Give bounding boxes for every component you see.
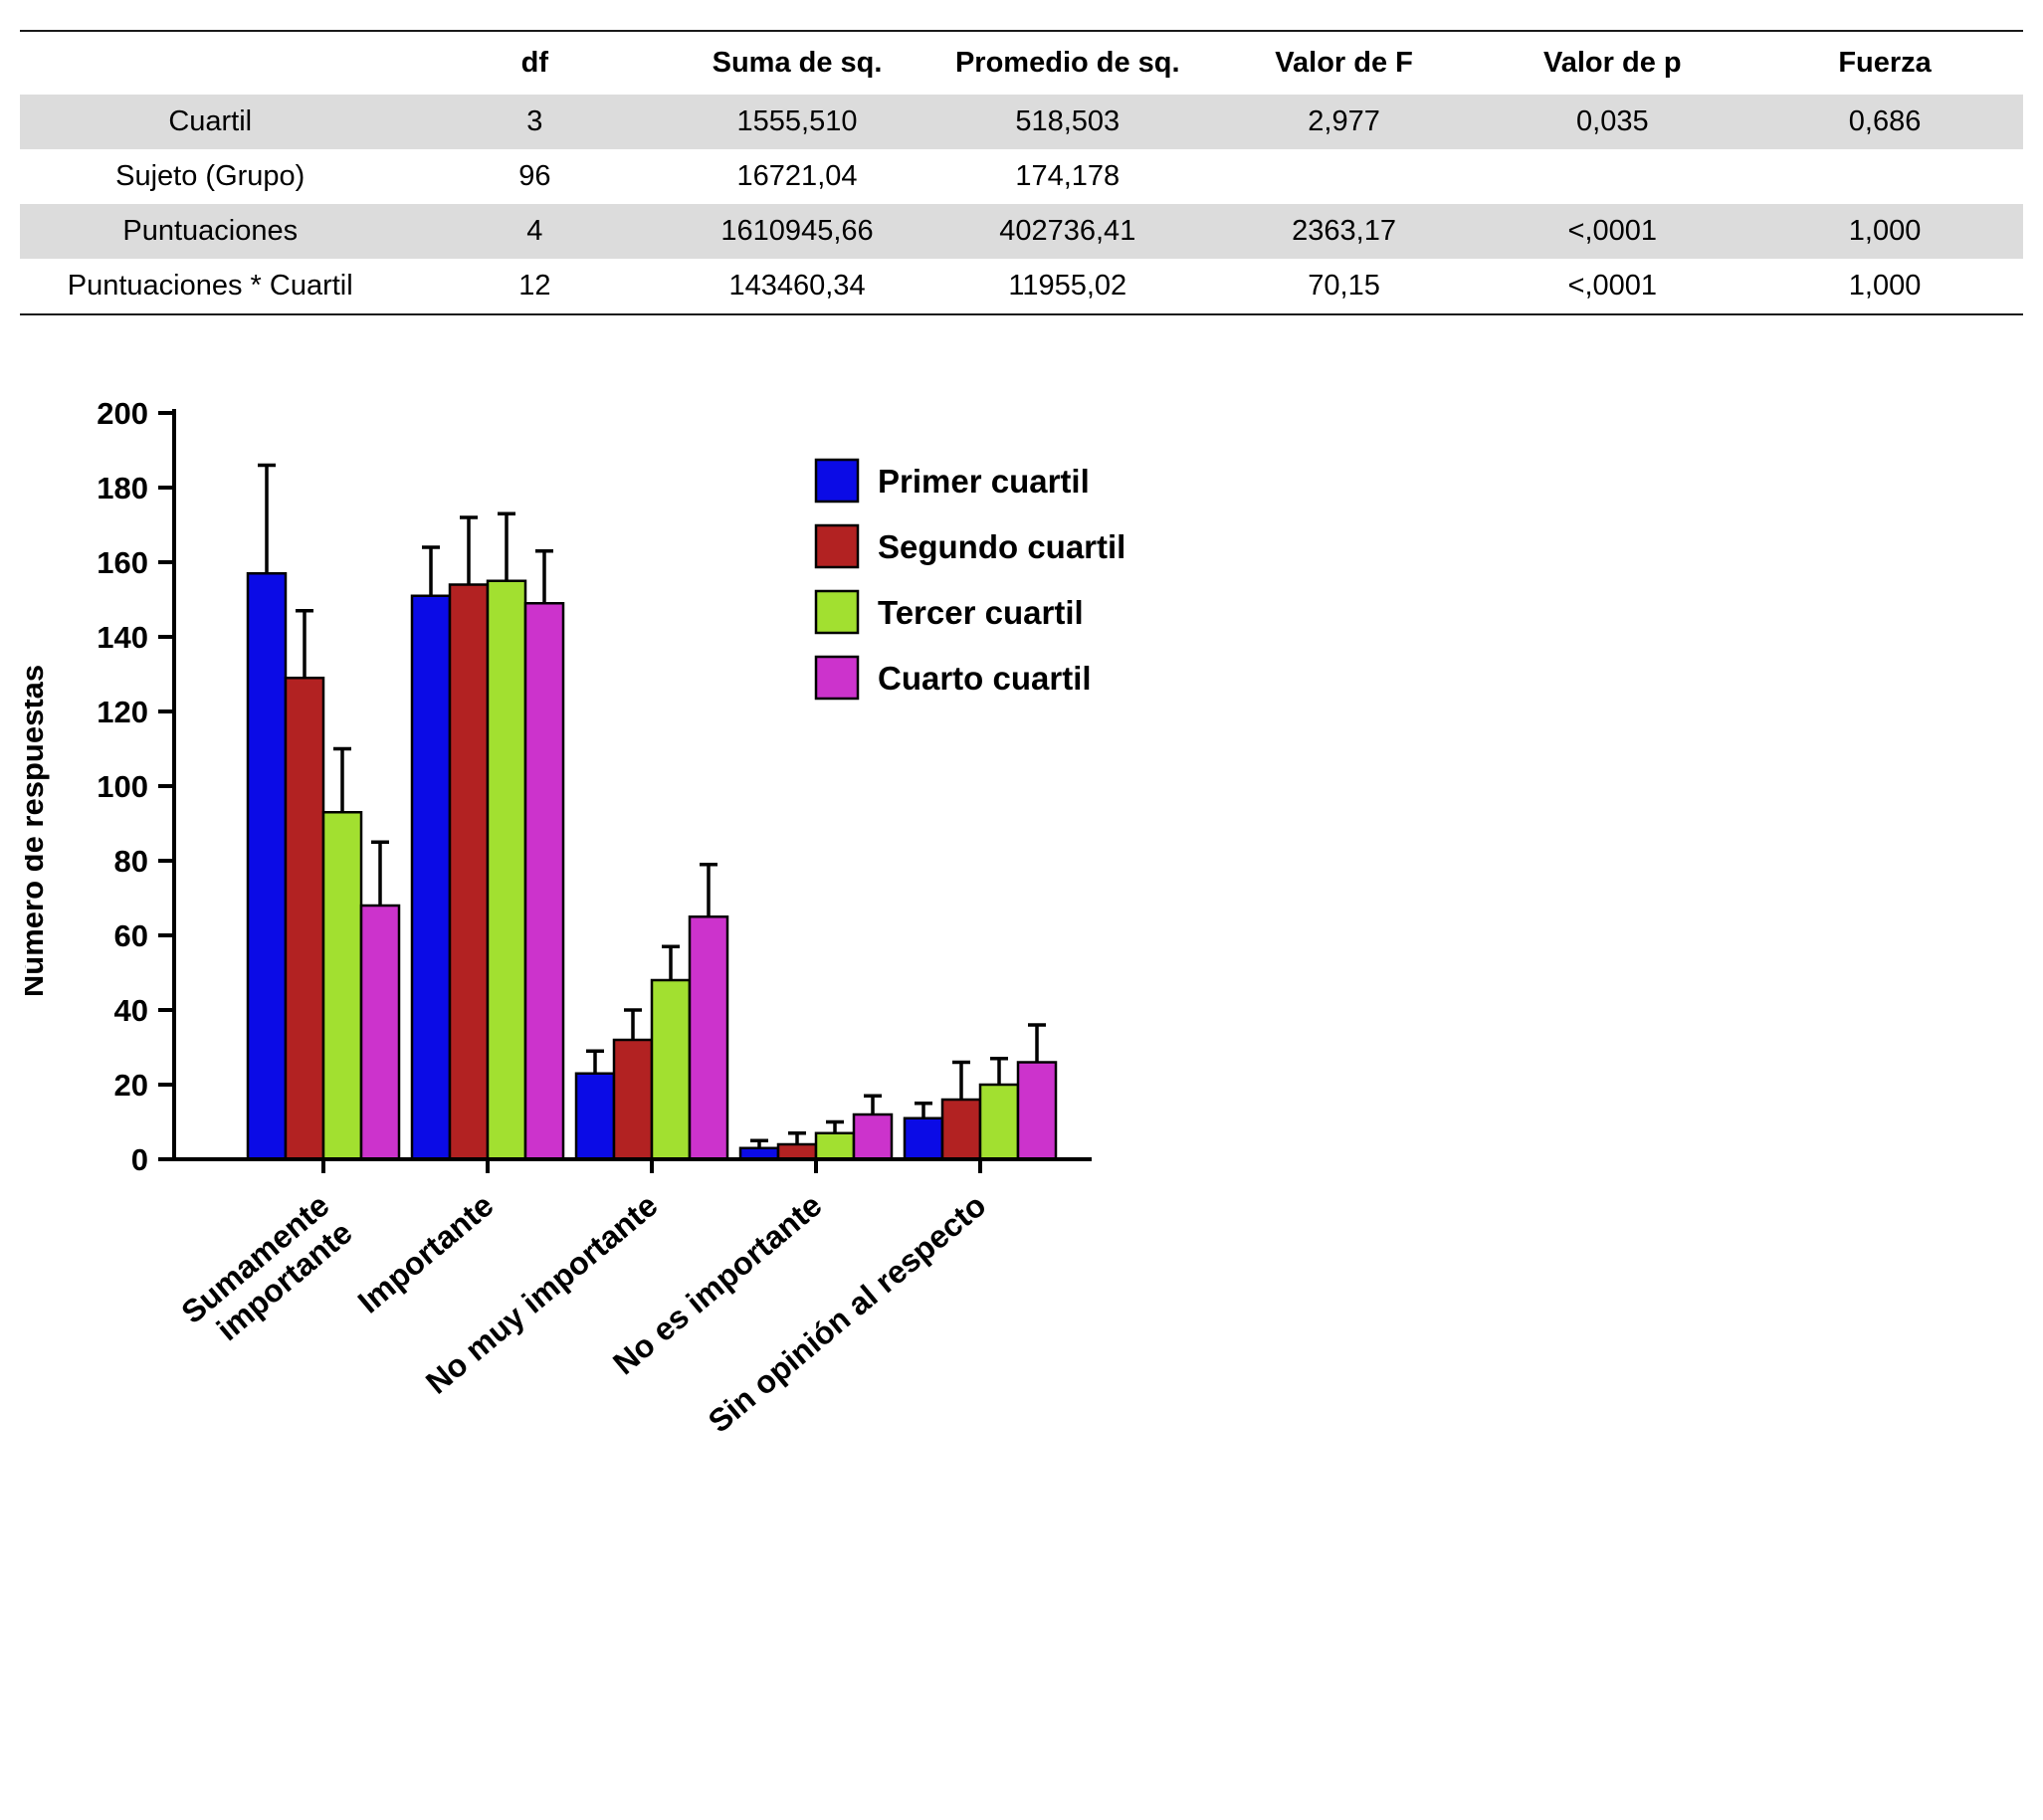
bar [359,904,401,1161]
bar [523,602,565,1161]
table-cell [1746,149,2023,204]
legend-swatch [814,589,860,635]
table-cell: 16721,04 [736,160,858,192]
y-tick-label: 160 [97,545,148,580]
anova-table: df Suma de sq. Promedio de sq. Valor de F Va… [20,30,2023,315]
bar [776,1142,818,1161]
row-label-header [20,31,400,95]
x-category-label: Sumamenteimportante [174,1187,358,1358]
bar [940,1098,982,1161]
bar [574,1072,616,1161]
x-category-label: Importante [351,1187,501,1320]
table-cell: 0,035 [1576,105,1649,137]
table-cell: 1555,510 [736,105,858,137]
y-tick-label: 140 [97,620,148,655]
table-cell: 4 [526,215,543,247]
legend-label: Tercer cuartil [878,594,1084,631]
x-category-label: Sin opinión al respecto [702,1187,993,1440]
bar [978,1083,1020,1161]
y-tick-label: 120 [97,695,148,729]
y-tick-label: 80 [114,844,148,879]
table-cell: 2363,17 [1292,215,1396,247]
table-body: Cuartil 3 1555,510 518,503 2,977 0,035 0,686 Su… [20,95,2023,314]
table-cell: 70,15 [1308,270,1380,302]
table-cell: <,0001 [1567,270,1658,302]
y-tick-label: 180 [97,471,148,506]
column-header: Suma de sq. [712,47,883,79]
table-cell: 518,503 [1015,105,1121,137]
y-tick-label: 100 [97,769,148,804]
table-cell: 2,977 [1308,105,1380,137]
legend-swatch [814,655,860,701]
y-tick-label: 60 [114,918,148,953]
column-header: Valor de p [1543,47,1682,79]
bar [284,677,325,1161]
column-header: df [520,47,549,79]
y-tick-label: 0 [131,1142,148,1177]
table-cell: 12 [518,270,551,302]
row-label: Cuartil [168,105,253,137]
table-cell: <,0001 [1567,215,1658,247]
y-axis-title: Número de respuestas [25,665,50,997]
row-label: Puntuaciones [122,215,299,247]
table-cell: 1610945,66 [720,215,874,247]
table-cell: 174,178 [1015,160,1121,192]
table-cell: 3 [526,105,543,137]
table-cell: 1,000 [1848,215,1922,247]
legend-swatch [814,523,860,569]
table-cell: 402736,41 [999,215,1136,247]
bar [612,1038,654,1161]
table-cell [1478,149,1746,204]
row-label: Puntuaciones * Cuartil [67,270,353,302]
bar-chart: Número de respuestas 0 20 40 60 80 100 120 140 1… [15,396,1125,1440]
bar [852,1112,894,1161]
table-row: Puntuaciones 4 1610945,66 402736,41 2363,17 <… [20,204,2023,259]
bar [410,594,452,1161]
y-tick-label: 20 [114,1068,148,1103]
table-cell: 11955,02 [1008,270,1127,302]
x-category-label-line: Importante [351,1187,501,1320]
bar [246,572,288,1161]
chart-area: Número de respuestas 0 20 40 60 80 100 120 140 1… [15,373,1199,1473]
table-cell [1210,149,1479,204]
legend-label: Cuarto cuartil [878,660,1092,697]
bar [486,579,527,1161]
legend-label: Segundo cuartil [878,528,1125,565]
table-cell: 0,686 [1848,105,1922,137]
table-row: Cuartil 3 1555,510 518,503 2,977 0,035 0,686 [20,95,2023,149]
bar [903,1116,944,1161]
legend-label: Primer cuartil [878,463,1090,500]
bar [814,1131,856,1161]
column-header: Promedio de sq. [954,47,1180,79]
table-cell: 1,000 [1848,270,1922,302]
table-cell: 143460,34 [728,270,866,302]
table-row: Sujeto (Grupo) 96 16721,04 174,178 [20,149,2023,204]
bar [1016,1061,1058,1161]
bar [650,978,692,1161]
thead-element: df Suma de sq. Promedio de sq. Valor de F Va… [20,31,2023,95]
column-header: Fuerza [1838,47,1932,79]
legend-swatch [814,458,860,504]
figure: df Suma de sq. Promedio de sq. Valor de F Va… [0,30,2043,1473]
table-header-row: df Suma de sq. Promedio de sq. Valor de F Va… [20,31,2023,95]
bar [448,583,490,1161]
table-row: Puntuaciones * Cuartil 12 143460,34 11955,0… [20,259,2023,314]
y-tick-label: 200 [97,396,148,431]
row-label: Sujeto (Grupo) [115,160,306,192]
x-category-label-line: Sin opinión al respecto [702,1187,993,1440]
table-cell: 96 [518,160,551,192]
column-header: Valor de F [1275,47,1413,79]
bar [321,811,363,1161]
y-tick-label: 40 [114,993,148,1028]
bar [688,915,729,1161]
